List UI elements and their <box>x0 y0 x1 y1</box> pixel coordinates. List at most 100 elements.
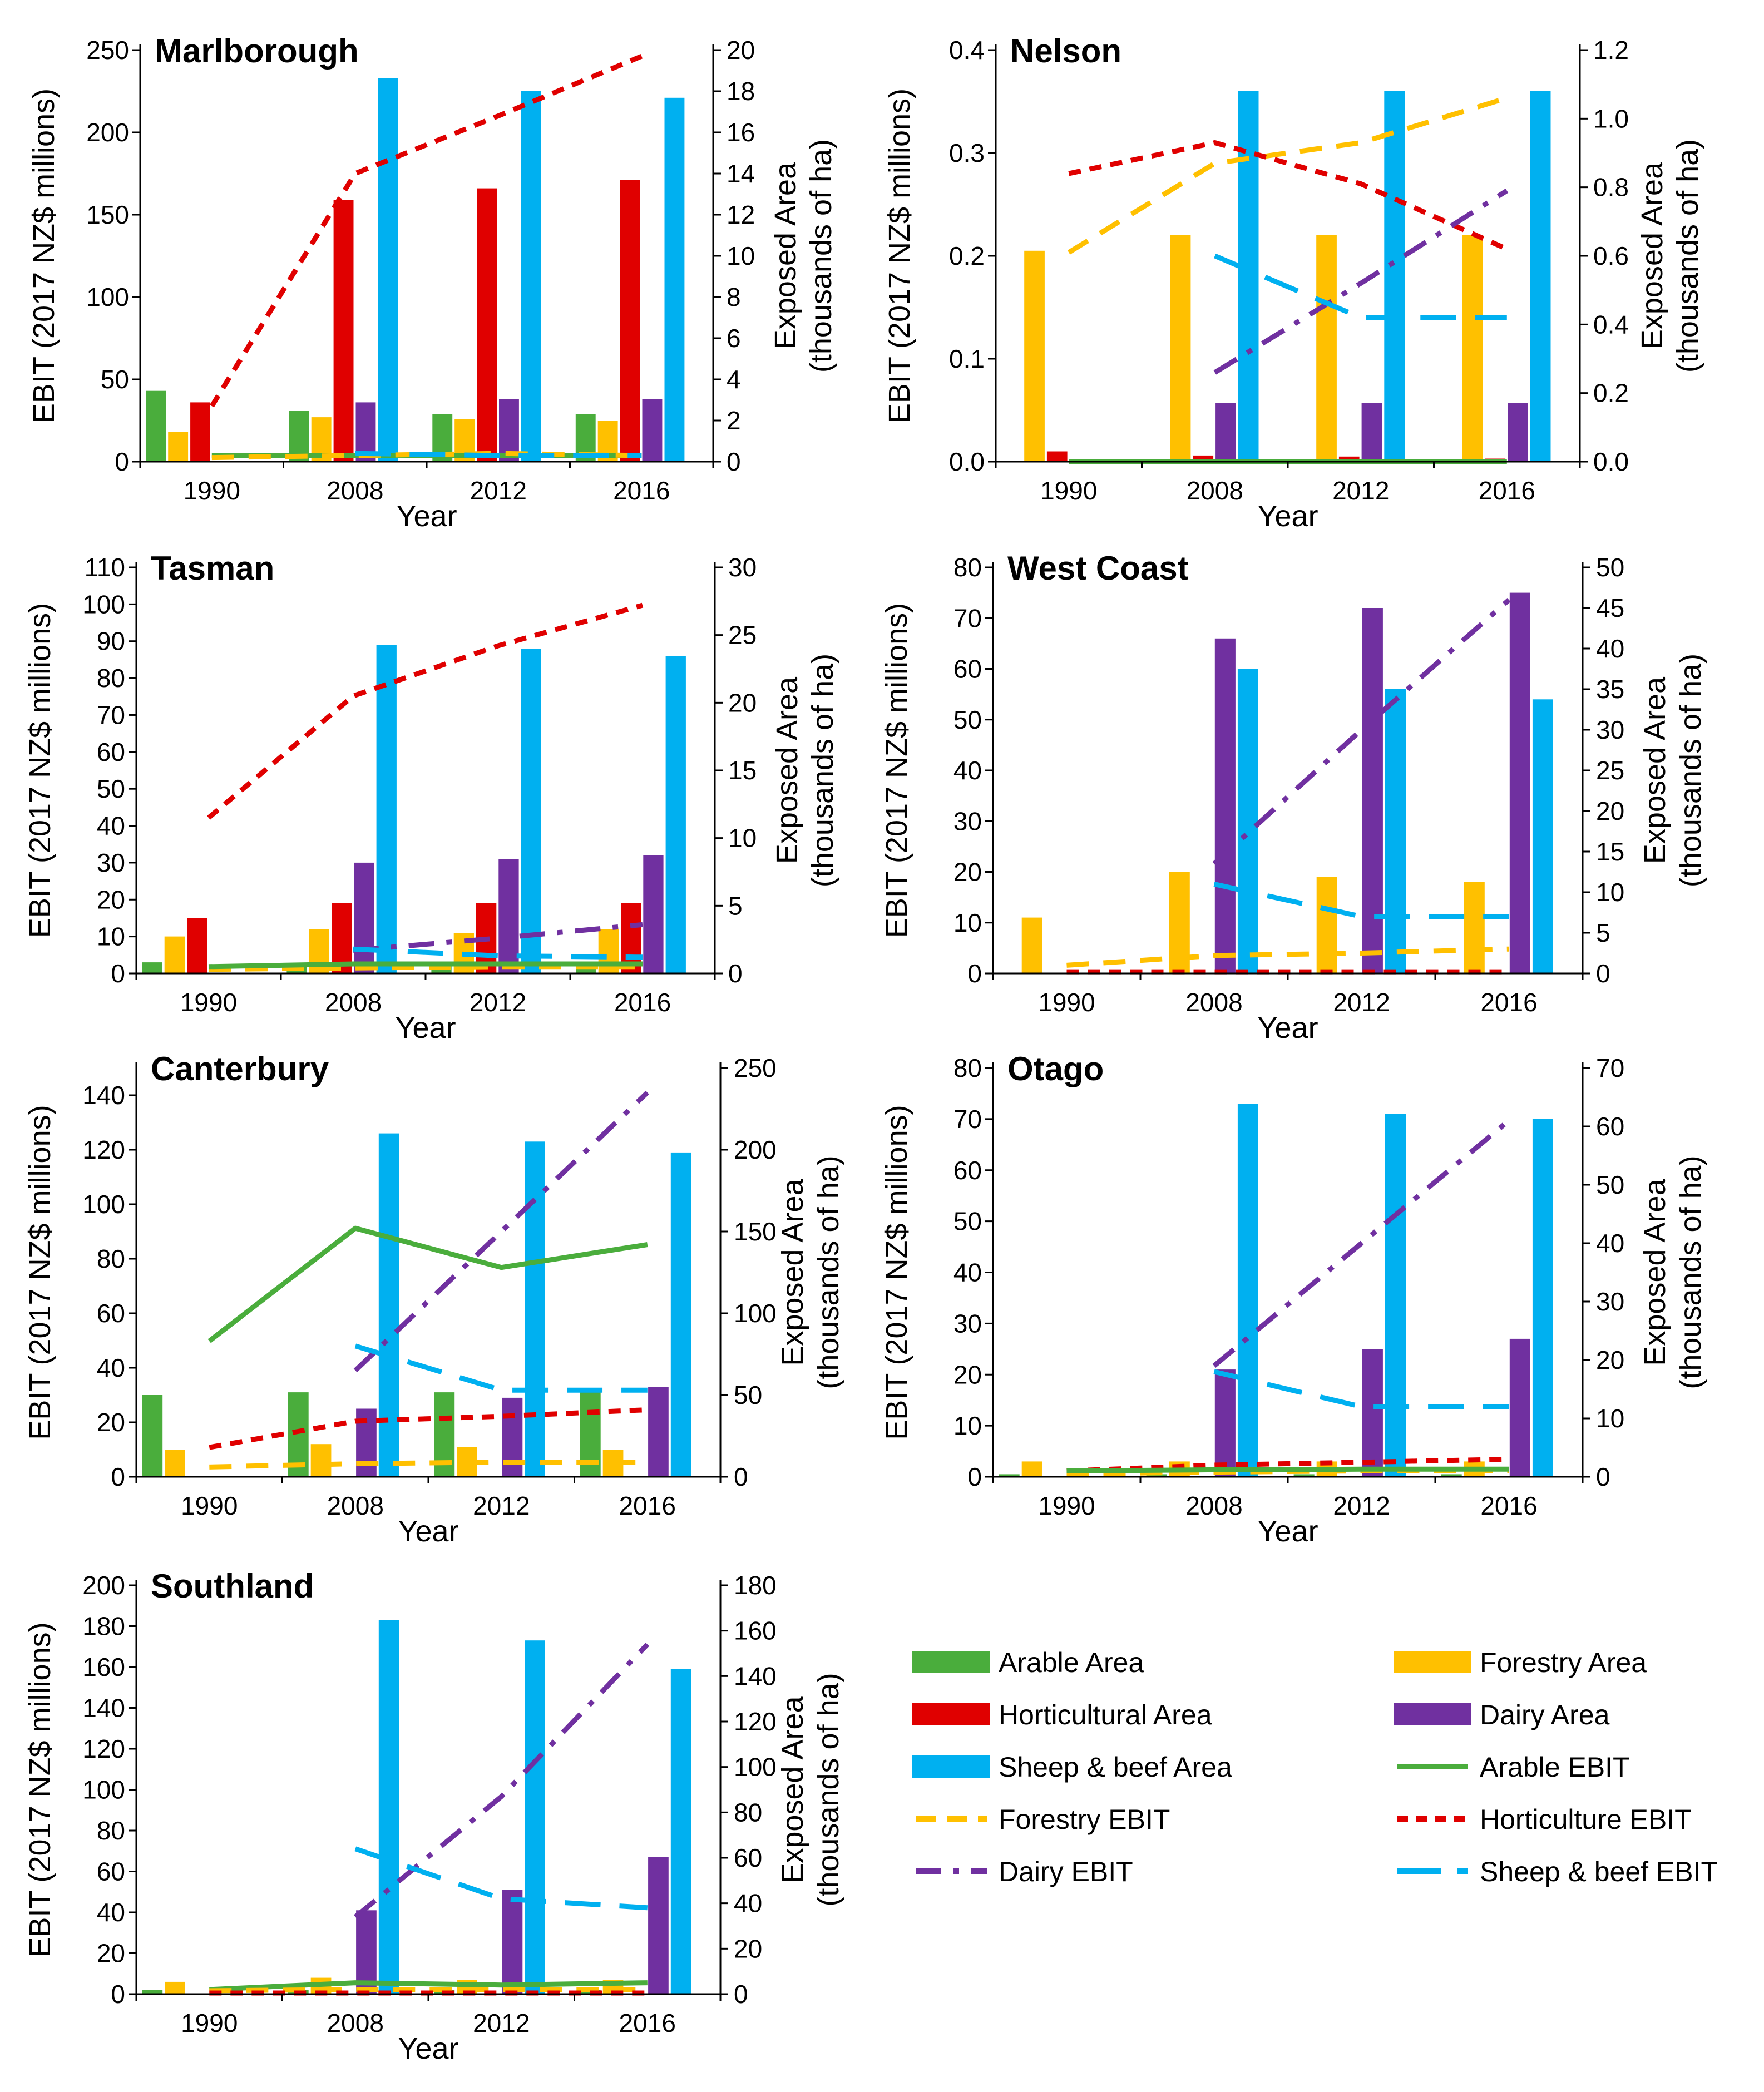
y2-tick-label: 20 <box>727 36 755 65</box>
legend-swatch <box>1394 1703 1471 1725</box>
legend-item-arable-area: Arable Area <box>912 1647 1144 1678</box>
legend-label: Sheep & beef Area <box>999 1752 1232 1783</box>
y2-tick-label: 25 <box>1596 756 1624 785</box>
y-tick-label: 60 <box>953 655 982 684</box>
y-tick-label: 80 <box>97 664 125 693</box>
y-tick-label: 110 <box>85 553 125 582</box>
panel-title: Tasman <box>151 550 274 587</box>
bar-forestry-area-1990 <box>164 936 185 973</box>
panel-southland: 0 20 40 60 80 100 120 140 160 180 200 0 20 40 60 80 100 1… <box>23 1567 845 2065</box>
y2-tick-label: 150 <box>734 1217 777 1246</box>
y-tick-label: 70 <box>953 604 982 632</box>
x-tick-label: 2008 <box>325 988 382 1017</box>
legend: Arable Area Forestry Area Horticultural Ar… <box>912 1647 1718 1887</box>
bar-sheep_beef-area-2012 <box>521 91 541 462</box>
y2-tick-label: 10 <box>727 241 755 270</box>
y2-tick-label: 0 <box>727 447 741 476</box>
line-arable-ebit <box>1066 1466 1509 1473</box>
legend-label: Arable EBIT <box>1480 1752 1630 1783</box>
y-tick-label: 0 <box>111 1462 125 1491</box>
line-dairy-ebit <box>353 1643 650 1919</box>
bar-dairy-area-2012 <box>1362 1349 1383 1477</box>
y2-tick-label: 100 <box>734 1299 777 1328</box>
y-tick-label: 250 <box>86 36 129 65</box>
y-tick-label: 0.1 <box>949 344 985 373</box>
y2-tick-label: 50 <box>734 1381 762 1409</box>
y2-tick-label: 10 <box>1596 1404 1624 1433</box>
x-tick-label: 2012 <box>1333 1491 1390 1520</box>
legend-label: Dairy Area <box>1480 1699 1610 1730</box>
bar-sheep_beef-area-2008 <box>1237 1104 1258 1477</box>
line-dairy-ebit <box>353 922 643 953</box>
y2-axis-label-line1: Exposed Area <box>1635 162 1669 349</box>
line-sheep_beef-ebit <box>1213 1369 1509 1409</box>
legend-item-forestry-ebit: Forestry EBIT <box>916 1804 1170 1835</box>
legend-item-arable-ebit: Arable EBIT <box>1397 1752 1630 1783</box>
y2-tick-label: 1.0 <box>1593 104 1629 133</box>
bar-sheep_beef-area-2008 <box>378 1133 399 1477</box>
y2-tick-label: 0.0 <box>1593 447 1629 476</box>
y2-tick-label: 6 <box>727 324 741 353</box>
panel-nelson: 0.0 0.1 0.2 0.3 0.4 0.0 0.2 0.4 0.6 0.8 1.0 1.2 1990… <box>883 32 1704 533</box>
bar-horticulture-area-1990 <box>1046 451 1068 462</box>
y-tick-label: 80 <box>97 1816 125 1845</box>
panel-canterbury: 0 20 40 60 80 100 120 140 0 50 100 150 200 250 1990 200… <box>23 1050 845 1548</box>
y2-tick-label: 0 <box>734 1462 748 1491</box>
y-tick-label: 0 <box>111 1980 125 2009</box>
y2-tick-label: 0.8 <box>1593 173 1629 202</box>
y2-tick-label: 20 <box>1596 797 1624 825</box>
line-arable-ebit <box>208 961 643 970</box>
bar-arable-area-1990 <box>142 1395 163 1477</box>
y-tick-label: 20 <box>953 858 982 887</box>
y-tick-label: 60 <box>97 1857 125 1886</box>
y-axis-label: EBIT (2017 NZ$ millions) <box>880 603 913 938</box>
y-tick-label: 40 <box>97 812 125 840</box>
y-tick-label: 120 <box>82 1734 125 1763</box>
y-tick-label: 90 <box>97 627 125 656</box>
legend-item-forestry-area: Forestry Area <box>1394 1647 1647 1678</box>
x-tick-label: 2016 <box>1480 988 1537 1017</box>
x-tick-label: 2008 <box>1187 476 1243 505</box>
y-tick-label: 10 <box>97 922 125 951</box>
y2-tick-label: 12 <box>727 200 755 229</box>
bar-arable-area-1990 <box>146 390 166 462</box>
bar-dairy-area-2016 <box>1509 1338 1530 1477</box>
bar-dairy-area-2016 <box>1508 403 1528 462</box>
legend-label: Forestry Area <box>1480 1647 1647 1678</box>
y2-tick-label: 45 <box>1596 594 1624 622</box>
bar-forestry-area-1990 <box>1021 917 1042 973</box>
x-tick-label: 2008 <box>327 1491 384 1520</box>
y2-tick-label: 4 <box>727 365 741 394</box>
bar-sheep_beef-area-2016 <box>665 656 686 973</box>
bar-sheep_beef-area-2012 <box>521 649 541 973</box>
y-tick-label: 100 <box>82 590 125 619</box>
x-axis-label: Year <box>1257 1011 1318 1045</box>
y2-tick-label: 250 <box>734 1054 777 1082</box>
x-axis-label: Year <box>396 499 457 533</box>
y-tick-label: 0.0 <box>949 447 985 476</box>
y2-tick-label: 60 <box>734 1843 762 1872</box>
bar-forestry-area-2016 <box>1464 882 1485 974</box>
y-tick-label: 0.2 <box>949 241 985 270</box>
line-arable-ebit <box>209 1980 648 1992</box>
y-tick-label: 20 <box>953 1360 982 1389</box>
y2-tick-label: 40 <box>1596 1229 1624 1258</box>
x-tick-label: 2012 <box>1333 988 1390 1017</box>
bar-forestry-area-1990 <box>1021 1461 1042 1477</box>
line-dairy-ebit <box>1212 1119 1511 1368</box>
y2-tick-label: 180 <box>734 1571 777 1600</box>
y-tick-label: 30 <box>953 807 982 835</box>
y2-tick-label: 100 <box>734 1753 777 1782</box>
y2-tick-label: 0.2 <box>1593 379 1629 408</box>
bar-sheep_beef-area-2012 <box>1385 1114 1406 1477</box>
y2-tick-label: 40 <box>1596 634 1624 663</box>
y2-tick-label: 35 <box>1596 675 1624 704</box>
y2-axis-label-line1: Exposed Area <box>769 162 802 349</box>
bar-sheep_beef-area-2008 <box>376 645 397 973</box>
y-tick-label: 50 <box>953 1207 982 1236</box>
y-tick-label: 70 <box>97 700 125 729</box>
y-tick-label: 10 <box>953 908 982 937</box>
bar-sheep_beef-area-2008 <box>1237 669 1258 973</box>
y-tick-label: 160 <box>82 1653 125 1681</box>
legend-swatch <box>912 1651 990 1673</box>
